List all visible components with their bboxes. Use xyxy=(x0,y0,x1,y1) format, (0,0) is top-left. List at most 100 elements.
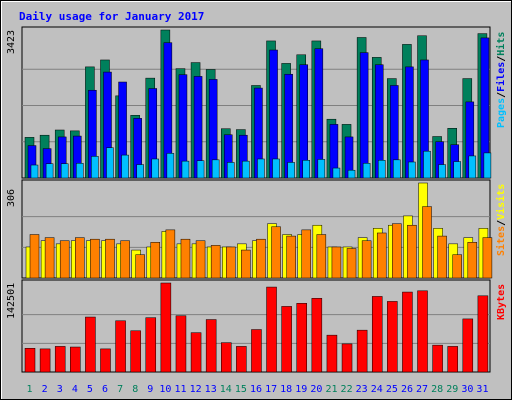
x-axis-day-label: 8 xyxy=(132,384,138,395)
right-axis-label-part: KBytes xyxy=(496,283,507,320)
x-axis-day-label: 11 xyxy=(174,384,186,395)
right-axis-label-part: Pages xyxy=(496,97,507,128)
bar-kbytes-day-7 xyxy=(115,320,126,373)
bar-kbytes-day-21 xyxy=(326,334,338,373)
x-axis-day-label: 2 xyxy=(42,384,48,395)
bar-pages-day-19 xyxy=(302,160,310,179)
outer-highlight-top xyxy=(1,1,511,2)
bar-pages-day-30 xyxy=(468,155,477,179)
x-axis-day-label: 4 xyxy=(72,384,78,395)
right-axis-label-hits-files-pages: Pages/Files/Hits xyxy=(496,31,507,127)
x-axis-day-label: 10 xyxy=(159,384,171,395)
bar-pages-day-23 xyxy=(362,163,371,179)
x-axis-day-label: 19 xyxy=(295,384,307,395)
bar-kbytes-day-20 xyxy=(311,298,323,373)
bar-pages-day-5 xyxy=(91,156,99,179)
bar-files-day-23 xyxy=(359,52,369,179)
x-axis-day-label: 31 xyxy=(476,384,488,395)
bar-sites-day-8 xyxy=(135,254,145,279)
right-axis-label-kbytes: KBytes xyxy=(496,283,507,319)
bar-kbytes-day-5 xyxy=(85,316,96,373)
bar-kbytes-day-11 xyxy=(175,315,187,373)
bar-pages-day-20 xyxy=(317,159,326,179)
right-axis-label-part: Visits xyxy=(496,183,507,221)
right-axis-label-part: / xyxy=(496,55,507,62)
bar-kbytes-day-15 xyxy=(236,346,247,373)
bar-sites-day-4 xyxy=(75,237,85,279)
bar-sites-day-17 xyxy=(271,226,281,279)
x-axis-day-label: 7 xyxy=(117,384,123,395)
x-axis-day-label: 17 xyxy=(265,384,277,395)
x-axis-day-label: 26 xyxy=(401,384,413,395)
bar-sites-day-30 xyxy=(467,242,478,279)
bar-sites-day-22 xyxy=(346,248,357,279)
bar-kbytes-day-19 xyxy=(296,303,307,373)
bar-kbytes-day-2 xyxy=(39,348,51,373)
bar-sites-day-28 xyxy=(437,235,447,279)
bar-pages-day-4 xyxy=(76,163,84,179)
x-axis-day-label: 25 xyxy=(386,384,398,395)
x-axis-day-label: 24 xyxy=(371,384,383,395)
bar-files-day-26 xyxy=(405,66,414,179)
bar-pages-day-28 xyxy=(438,164,446,179)
x-axis-day-label: 27 xyxy=(416,384,428,395)
bar-pages-day-15 xyxy=(242,160,250,179)
bar-sites-day-23 xyxy=(361,240,372,279)
bar-sites-day-6 xyxy=(105,238,115,279)
bar-sites-day-7 xyxy=(120,240,130,279)
bar-kbytes-day-17 xyxy=(266,286,277,373)
x-axis-day-label: 5 xyxy=(87,384,93,395)
right-axis-label-part: / xyxy=(496,91,507,98)
bar-sites-day-10 xyxy=(165,229,176,279)
x-axis-day-label: 18 xyxy=(280,384,292,395)
right-axis-label-part: Sites xyxy=(496,226,507,257)
x-axis-day-label: 3 xyxy=(57,384,63,395)
bar-kbytes-day-9 xyxy=(145,317,157,373)
bar-sites-day-29 xyxy=(452,254,462,279)
bar-kbytes-day-23 xyxy=(356,329,368,373)
bar-pages-day-22 xyxy=(347,169,356,179)
bar-pages-day-17 xyxy=(272,158,280,179)
x-axis-day-label: 29 xyxy=(446,384,458,395)
bar-sites-day-20 xyxy=(316,234,327,279)
x-axis-day-label: 20 xyxy=(310,384,322,395)
bar-kbytes-day-30 xyxy=(462,318,474,373)
bar-kbytes-day-29 xyxy=(447,346,458,373)
x-axis-day-label: 22 xyxy=(341,384,353,395)
bar-sites-day-14 xyxy=(226,246,236,279)
bar-kbytes-day-22 xyxy=(341,343,353,373)
bar-pages-day-31 xyxy=(483,152,492,179)
bar-kbytes-day-14 xyxy=(221,342,232,373)
bar-kbytes-day-26 xyxy=(402,291,413,373)
bar-sites-day-18 xyxy=(286,235,296,279)
outer-highlight-left xyxy=(1,1,2,399)
bar-sites-day-13 xyxy=(210,245,221,279)
x-axis-day-label: 16 xyxy=(250,384,262,395)
x-axis-day-label: 6 xyxy=(102,384,108,395)
bar-pages-day-3 xyxy=(60,163,69,179)
bar-sites-day-27 xyxy=(422,206,432,279)
bar-sites-day-1 xyxy=(29,234,40,279)
bar-kbytes-day-8 xyxy=(130,330,141,373)
bar-kbytes-day-1 xyxy=(24,348,36,373)
bar-pages-day-27 xyxy=(423,150,431,179)
bar-pages-day-8 xyxy=(136,164,144,179)
bar-sites-day-15 xyxy=(241,249,251,279)
bar-kbytes-day-12 xyxy=(190,332,202,373)
bar-pages-day-6 xyxy=(106,147,114,179)
x-axis-day-label: 12 xyxy=(190,384,202,395)
x-axis-day-label: 13 xyxy=(205,384,217,395)
bar-sites-day-26 xyxy=(407,224,417,279)
right-axis-label-visits-sites: Sites/Visits xyxy=(496,184,507,256)
bar-pages-day-9 xyxy=(151,158,160,179)
x-axis-day-label: 28 xyxy=(431,384,443,395)
bar-kbytes-day-31 xyxy=(477,295,489,373)
bar-sites-day-9 xyxy=(150,242,161,279)
bar-pages-day-29 xyxy=(453,161,461,179)
x-axis-day-label: 21 xyxy=(325,384,337,395)
bar-pages-day-1 xyxy=(30,164,39,179)
bar-pages-day-24 xyxy=(377,160,386,179)
chart-title: Daily usage for January 2017 xyxy=(19,10,205,23)
bar-sites-day-16 xyxy=(256,238,266,279)
